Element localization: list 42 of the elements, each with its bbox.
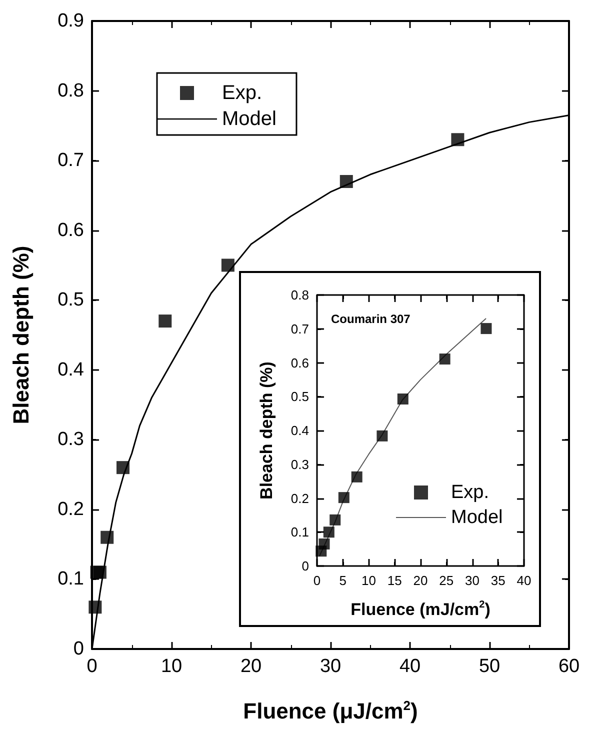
- annotation: Coumarin 307: [331, 312, 411, 326]
- y-tick-label: 0.8: [58, 80, 84, 102]
- x-tick-label: 30: [465, 573, 480, 588]
- x-tick-label: 40: [516, 573, 532, 588]
- legend-label: Exp.: [222, 82, 262, 104]
- x-tick-label: 5: [339, 573, 346, 588]
- y-tick-label: 0.8: [290, 288, 309, 302]
- x-tick-label: 0: [86, 656, 98, 677]
- y-tick-label: 0.6: [290, 355, 309, 370]
- y-tick-label: 0.5: [290, 389, 309, 404]
- y-tick-label: 0.6: [58, 220, 84, 241]
- y-tick-label: 0.5: [58, 290, 84, 311]
- y-tick-label: 0.7: [58, 150, 84, 172]
- legend-label: Model: [451, 507, 503, 528]
- legend-label: Exp.: [451, 482, 490, 503]
- x-tick-label: 20: [413, 573, 428, 588]
- x-tick-label: 40: [399, 656, 421, 677]
- x-tick-label: 30: [320, 656, 342, 677]
- x-tick-label: 10: [160, 656, 182, 677]
- x-tick-label: 10: [362, 573, 376, 588]
- x-tick-label: 25: [439, 573, 454, 588]
- y-tick-label: 0.9: [58, 10, 84, 32]
- y-tick-label: 0.1: [290, 524, 309, 540]
- y-axis-title: Bleach depth (%): [257, 362, 276, 500]
- y-tick-label: 0: [302, 558, 309, 574]
- x-tick-label: 50: [478, 656, 500, 677]
- y-tick-label: 0.2: [290, 490, 309, 506]
- x-tick-label: 35: [490, 573, 506, 588]
- y-tick-label: 0.7: [290, 321, 309, 336]
- y-tick-label: 0.1: [58, 568, 84, 590]
- x-tick-label: 0: [313, 573, 321, 588]
- y-axis-title: Bleach depth (%): [8, 246, 34, 424]
- y-tick-label: 0.3: [290, 456, 309, 472]
- y-tick-label: 0.2: [58, 498, 84, 520]
- x-tick-label: 15: [387, 573, 402, 588]
- x-tick-label: 60: [558, 656, 580, 677]
- legend-label: Model: [222, 108, 276, 130]
- y-tick-label: 0.4: [290, 423, 309, 438]
- y-tick-label: 0.4: [58, 359, 84, 380]
- x-tick-label: 20: [240, 656, 262, 677]
- y-tick-label: 0: [73, 638, 84, 660]
- y-tick-label: 0.3: [58, 429, 84, 450]
